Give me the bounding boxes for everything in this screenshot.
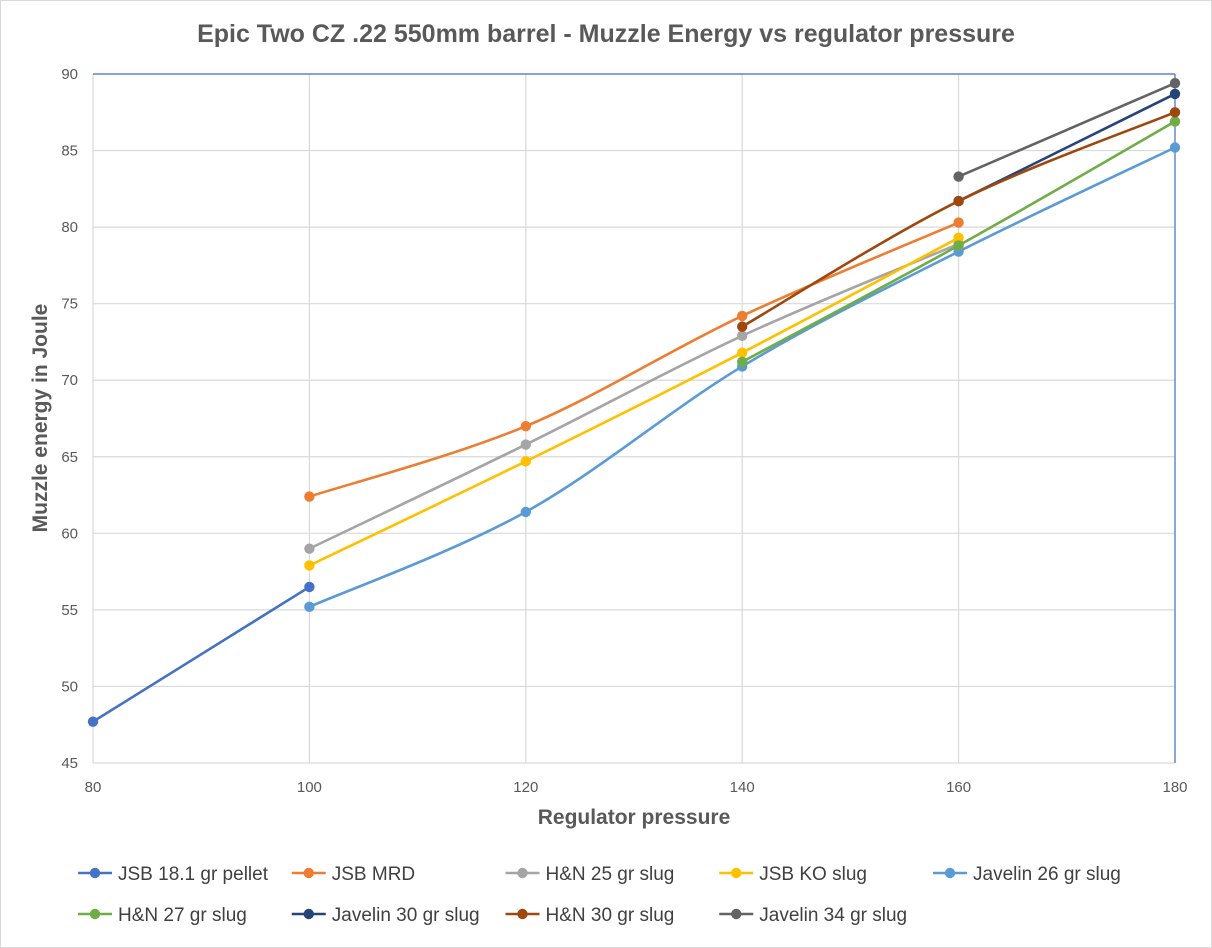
series-h-n-30-gr-slug [737,107,1181,332]
point-jsb-18-1-gr-pellet-100 [304,581,315,593]
point-jsb-18-1-gr-pellet-80 [87,716,99,727]
legend-label-jsb-mrd: JSB MRD [332,864,415,885]
point-javelin-26-gr-slug-120 [520,506,531,518]
point-h-n-27-gr-slug-160 [953,240,964,251]
legend-item-h-n-30-gr-slug: H&N 30 gr slug [505,905,675,926]
legend-label-javelin-34-gr-slug: Javelin 34 gr slug [759,905,907,926]
legend-label-javelin-26-gr-slug: Javelin 26 gr slug [973,864,1121,885]
x-tick-label: 80 [85,779,102,796]
legend-marker-javelin-34-gr-slug [731,908,742,920]
series-line-jsb-ko-slug [308,236,960,567]
y-axis-title: Muzzle energy in Joule [29,304,52,533]
y-tick-label: 55 [61,602,78,619]
point-javelin-34-gr-slug-180 [1169,77,1181,89]
point-javelin-30-gr-slug-180 [1169,88,1181,100]
legend-label-h-n-25-gr-slug: H&N 25 gr slug [546,864,675,885]
tick-labels: 45 50 55 60 65 70 75 80 85 90 80 100 120 140 160 180 [61,66,1187,796]
chart-title: Epic Two CZ .22 550mm barrel - Muzzle En… [197,20,1015,48]
legend-marker-h-n-27-gr-slug [89,908,101,920]
legend-marker-h-n-30-gr-slug [517,908,528,920]
point-h-n-25-gr-slug-100 [304,543,315,554]
legend-item-javelin-30-gr-slug: Javelin 30 gr slug [291,905,480,926]
point-h-n-30-gr-slug-160 [953,195,964,207]
legend-item-jsb-mrd: JSB MRD [291,864,415,885]
series-jsb-mrd [304,217,964,502]
x-axis-title: Regulator pressure [538,806,731,829]
series-jsb-18-1-gr-pellet [87,581,315,727]
series-line-jsb-18-1-gr-pellet [91,585,311,723]
point-h-n-27-gr-slug-140 [737,356,748,368]
y-tick-label: 80 [61,219,78,236]
legend-label-javelin-30-gr-slug: Javelin 30 gr slug [332,905,480,926]
series-line-javelin-34-gr-slug [957,81,1177,178]
legend-label-h-n-30-gr-slug: H&N 30 gr slug [546,905,675,926]
legend-label-h-n-27-gr-slug: H&N 27 gr slug [118,905,247,926]
point-h-n-25-gr-slug-120 [520,439,531,450]
legend-label-jsb-ko-slug: JSB KO slug [759,864,867,885]
point-jsb-ko-slug-160 [953,232,964,244]
series-jsb-ko-slug [304,232,964,571]
legend-marker-jsb-mrd [303,867,314,879]
legend-marker-jsb-18-1-gr-pellet [89,867,101,879]
series-javelin-34-gr-slug [953,77,1181,182]
point-jsb-mrd-160 [953,217,964,228]
point-h-n-30-gr-slug-180 [1169,107,1181,118]
y-tick-label: 75 [61,296,78,313]
point-h-n-25-gr-slug-140 [737,330,748,342]
legend-marker-javelin-26-gr-slug [944,867,956,879]
y-tick-label: 60 [61,525,78,542]
y-tick-label: 65 [61,449,78,466]
y-tick-label: 85 [61,143,78,160]
x-tick-label: 120 [513,779,538,796]
point-h-n-27-gr-slug-180 [1169,116,1181,127]
x-tick-label: 160 [946,779,971,796]
x-tick-label: 180 [1162,779,1187,796]
series-h-n-27-gr-slug [737,116,1181,368]
y-tick-label: 70 [61,372,78,389]
legend-marker-javelin-30-gr-slug [303,908,314,920]
legend-item-jsb-ko-slug: JSB KO slug [719,864,867,885]
legend-label-jsb-18-1-gr-pellet: JSB 18.1 gr pellet [118,864,269,885]
point-h-n-30-gr-slug-140 [737,321,748,332]
point-jsb-mrd-140 [737,310,748,322]
x-tick-label: 140 [730,779,755,796]
point-jsb-ko-slug-140 [737,347,748,358]
legend-item-h-n-27-gr-slug: H&N 27 gr slug [78,905,247,926]
point-jsb-ko-slug-120 [520,456,531,467]
legend-marker-jsb-ko-slug [731,867,742,879]
y-tick-label: 90 [61,66,78,83]
legend-marker-h-n-25-gr-slug [517,867,528,879]
x-tick-label: 100 [297,779,322,796]
legend-item-javelin-26-gr-slug: Javelin 26 gr slug [933,864,1121,885]
legend-item-javelin-34-gr-slug: Javelin 34 gr slug [719,905,907,926]
point-jsb-ko-slug-100 [304,560,315,571]
legend-item-jsb-18-1-gr-pellet: JSB 18.1 gr pellet [78,864,269,885]
y-tick-label: 50 [61,678,78,695]
legend-item-h-n-25-gr-slug: H&N 25 gr slug [505,864,675,885]
point-jsb-mrd-120 [520,420,531,432]
series-layer [87,77,1181,727]
gridlines [92,73,1176,764]
legend: JSB 18.1 gr pellet JSB MRD H&N 25 gr slug J… [78,864,1121,926]
series-line-h-n-25-gr-slug [308,242,960,550]
point-javelin-34-gr-slug-160 [953,171,964,182]
point-javelin-26-gr-slug-100 [304,601,315,613]
point-jsb-mrd-100 [304,491,315,502]
point-javelin-26-gr-slug-180 [1169,142,1181,153]
y-tick-label: 45 [61,755,78,772]
series-line-jsb-mrd [308,221,960,498]
